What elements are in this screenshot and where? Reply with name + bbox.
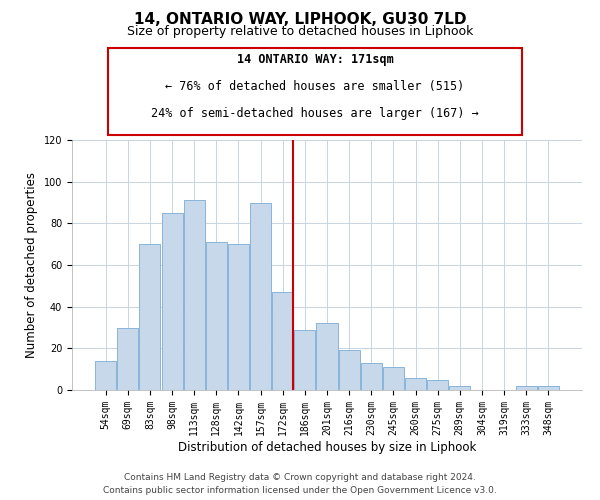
X-axis label: Distribution of detached houses by size in Liphook: Distribution of detached houses by size … — [178, 440, 476, 454]
Bar — [316, 324, 338, 390]
Bar — [383, 367, 404, 390]
Bar — [95, 361, 116, 390]
Bar — [538, 386, 559, 390]
Bar — [427, 380, 448, 390]
Text: Size of property relative to detached houses in Liphook: Size of property relative to detached ho… — [127, 25, 473, 38]
Bar — [338, 350, 359, 390]
Bar — [184, 200, 205, 390]
Bar — [361, 363, 382, 390]
Bar — [118, 328, 139, 390]
Bar — [515, 386, 536, 390]
Text: 14, ONTARIO WAY, LIPHOOK, GU30 7LD: 14, ONTARIO WAY, LIPHOOK, GU30 7LD — [134, 12, 466, 28]
Text: 14 ONTARIO WAY: 171sqm: 14 ONTARIO WAY: 171sqm — [236, 52, 394, 66]
Bar — [206, 242, 227, 390]
Bar — [449, 386, 470, 390]
Bar — [405, 378, 426, 390]
Bar — [295, 330, 316, 390]
Text: 24% of semi-detached houses are larger (167) →: 24% of semi-detached houses are larger (… — [151, 108, 479, 120]
Bar — [272, 292, 293, 390]
Bar — [228, 244, 249, 390]
Text: Contains HM Land Registry data © Crown copyright and database right 2024.
Contai: Contains HM Land Registry data © Crown c… — [103, 473, 497, 495]
Bar — [139, 244, 160, 390]
Bar — [161, 213, 182, 390]
Text: ← 76% of detached houses are smaller (515): ← 76% of detached houses are smaller (51… — [166, 80, 464, 93]
Bar — [250, 202, 271, 390]
Y-axis label: Number of detached properties: Number of detached properties — [25, 172, 38, 358]
